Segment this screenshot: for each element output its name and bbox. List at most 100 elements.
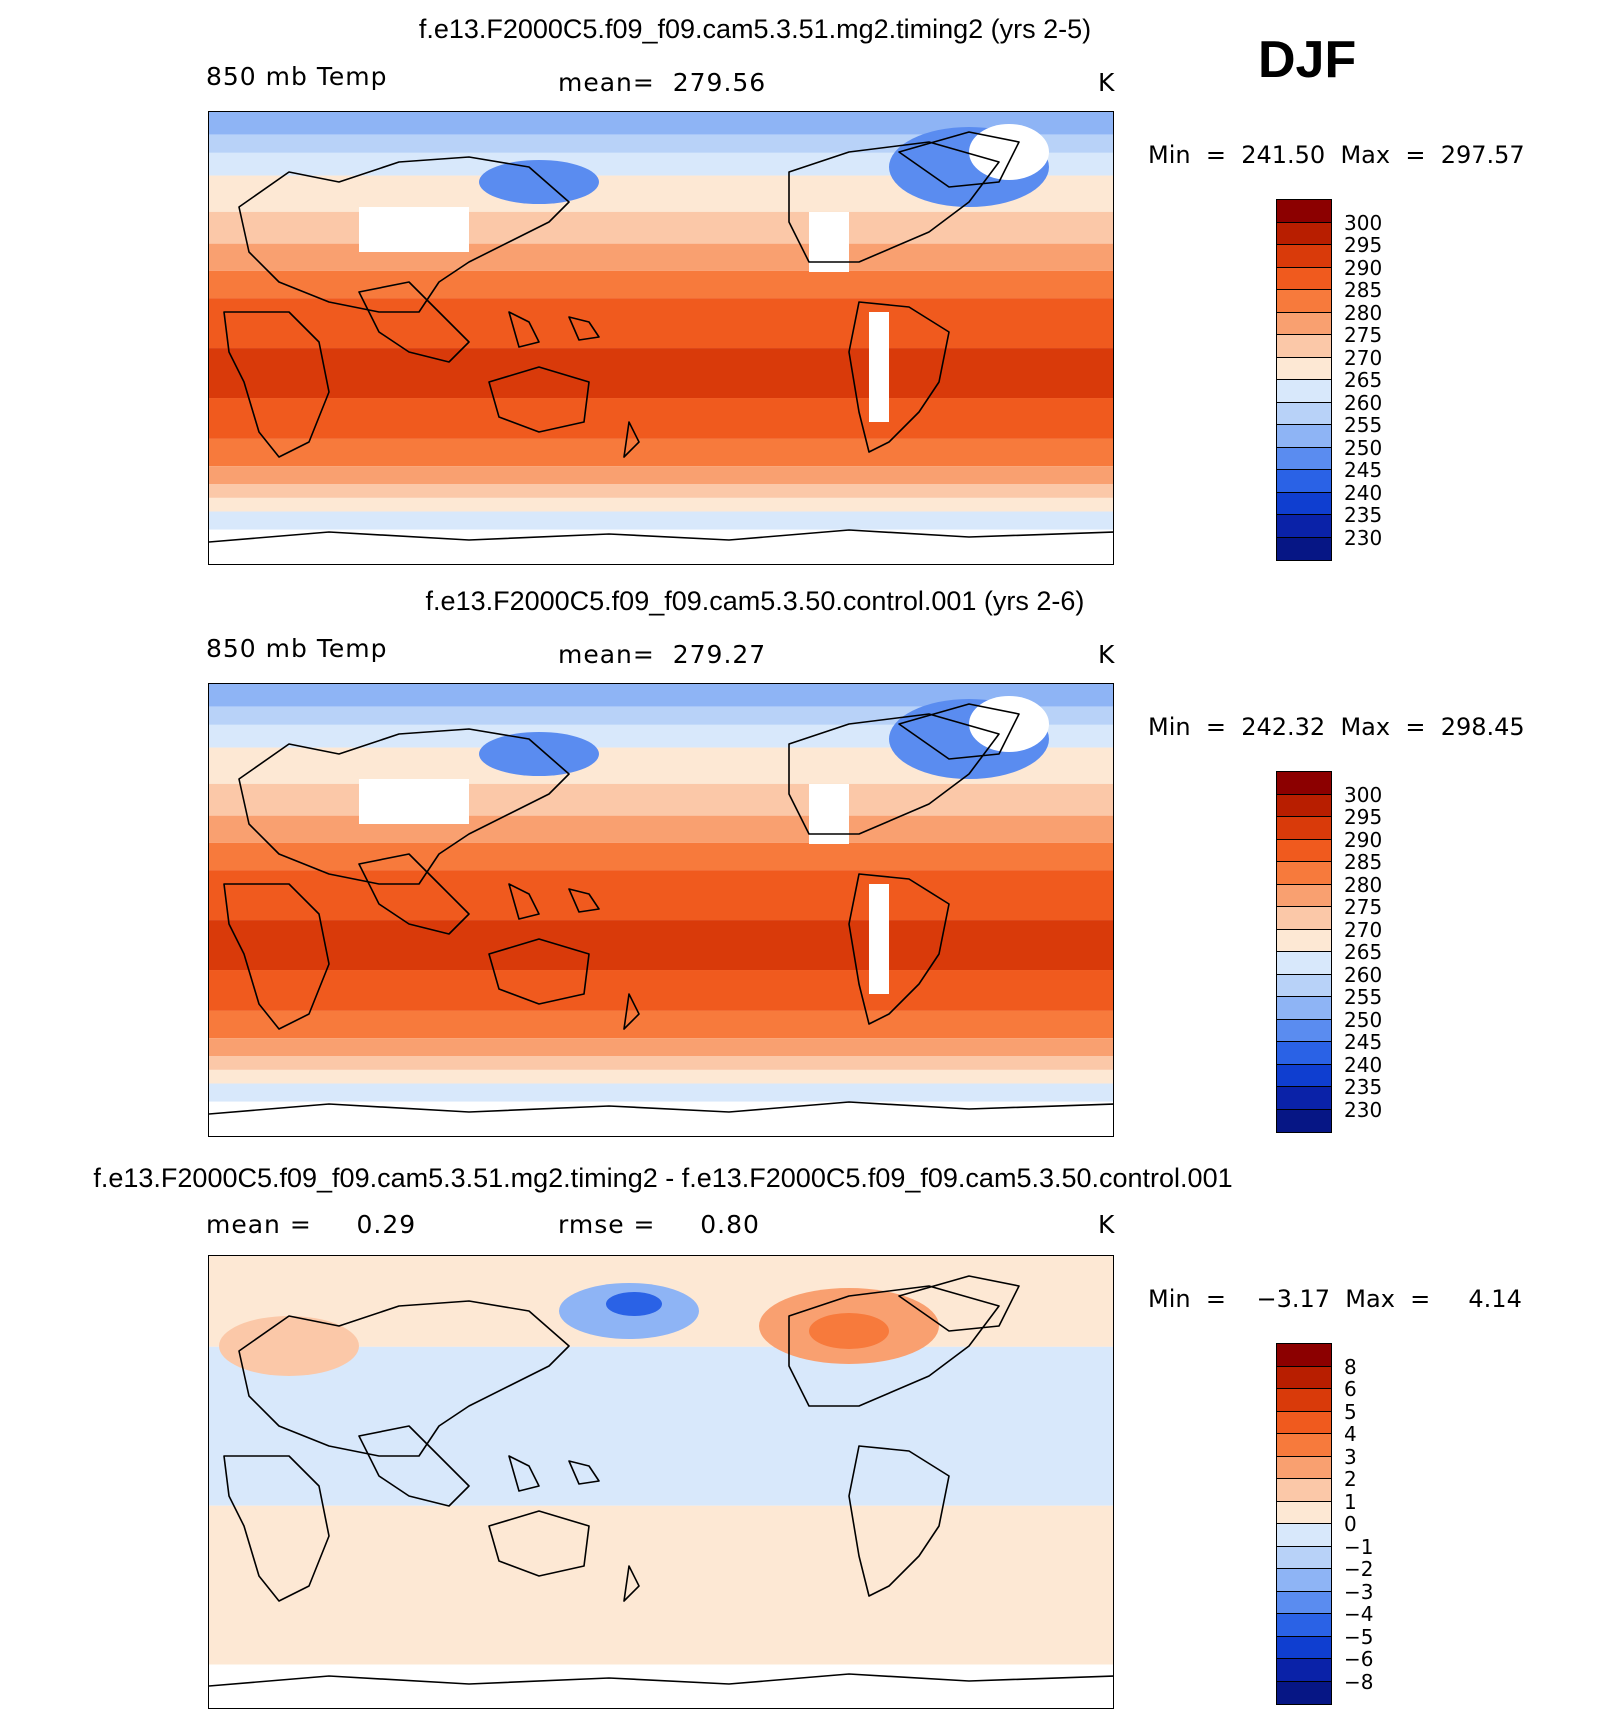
panel-1-map — [208, 111, 1114, 565]
colorbar-label: 275 — [1344, 323, 1383, 347]
panel-3-rmse-label: rmse = 0.80 — [558, 1210, 760, 1239]
map-band — [209, 484, 1113, 498]
colorbar-swatch — [1277, 1659, 1331, 1682]
map-band — [209, 684, 1113, 707]
map-coastline — [223, 883, 330, 1030]
panel-2-map — [208, 683, 1114, 1137]
colorbar-swatch — [1277, 952, 1331, 975]
map-coastline — [788, 141, 1000, 263]
map-coastline — [788, 1285, 1000, 1407]
map-band — [209, 870, 1113, 921]
map-band — [209, 706, 1113, 725]
colorbar-swatch — [1277, 772, 1331, 795]
colorbar-swatch — [1277, 515, 1331, 538]
colorbar-swatch — [1277, 1344, 1331, 1367]
colorbar-swatch — [1277, 1569, 1331, 1592]
map-masked-region — [809, 784, 849, 844]
colorbar-label: 230 — [1344, 525, 1383, 550]
map-coastline — [508, 883, 540, 920]
map-coastline — [898, 131, 1020, 188]
colorbar-swatch — [1277, 357, 1331, 380]
colorbar-swatch — [1277, 862, 1331, 885]
colorbar-swatch — [1277, 290, 1331, 313]
map-coastline — [488, 938, 590, 1005]
colorbar-label: 5 — [1344, 1399, 1357, 1424]
colorbar-swatch — [1277, 839, 1331, 862]
map-band — [209, 1056, 1113, 1070]
panel-3-map-svg — [209, 1256, 1113, 1708]
map-band — [209, 529, 1113, 564]
colorbar-swatch — [1277, 470, 1331, 493]
colorbar-label: 8 — [1344, 1354, 1357, 1379]
map-coastline — [623, 993, 640, 1030]
colorbar-swatch — [1277, 1389, 1331, 1412]
colorbar-label: 235 — [1344, 1075, 1383, 1099]
map-masked-region — [969, 124, 1049, 180]
colorbar-label: 260 — [1344, 390, 1383, 415]
colorbar-label: 280 — [1344, 300, 1383, 325]
panel-3-title: f.e13.F2000C5.f09_f09.cam5.3.51.mg2.timi… — [93, 1163, 1233, 1193]
colorbar-label: 4 — [1344, 1422, 1357, 1446]
map-band — [209, 1038, 1113, 1057]
map-band — [209, 211, 1113, 244]
colorbar-label: 255 — [1344, 985, 1383, 1009]
colorbar-label: −6 — [1344, 1647, 1374, 1671]
map-band — [209, 1664, 1113, 1708]
colorbar-swatch — [1277, 1636, 1331, 1659]
map-coastline — [223, 1455, 330, 1602]
map-band — [209, 1069, 1113, 1084]
map-band — [209, 398, 1113, 439]
colorbar-label: 285 — [1344, 278, 1383, 302]
panel-1-min-max: Min = 241.50 Max = 297.57 — [1148, 141, 1525, 169]
colorbar-swatch — [1277, 447, 1331, 470]
colorbar-swatch — [1277, 794, 1331, 817]
map-band — [209, 298, 1113, 349]
colorbar-box — [1276, 1343, 1332, 1705]
map-cold-region — [479, 160, 599, 204]
colorbar-label: −2 — [1344, 1557, 1374, 1581]
colorbar-swatch — [1277, 425, 1331, 448]
colorbar-swatch — [1277, 1546, 1331, 1569]
map-masked-region — [869, 312, 889, 422]
colorbar-label: 250 — [1344, 1007, 1383, 1032]
colorbar-swatch — [1277, 817, 1331, 840]
panel-3-map — [208, 1255, 1114, 1709]
map-band — [209, 438, 1113, 467]
colorbar-label: 1 — [1344, 1489, 1357, 1514]
map-coastline — [848, 301, 950, 453]
colorbar-swatch — [1277, 312, 1331, 335]
map-coastline — [238, 156, 570, 313]
colorbar-label: 270 — [1344, 917, 1383, 942]
panel-1-title: f.e13.F2000C5.f09_f09.cam5.3.51.mg2.timi… — [418, 14, 1092, 44]
map-coastline — [623, 1565, 640, 1602]
colorbar-swatch — [1277, 1479, 1331, 1502]
map-coastline — [238, 728, 570, 885]
map-anomaly — [606, 1292, 662, 1316]
colorbar-swatch — [1277, 1614, 1331, 1637]
map-anomaly — [219, 1316, 359, 1376]
panel-1-units: K — [1098, 68, 1116, 97]
panel-2-mean-label: mean= 279.27 — [558, 640, 767, 669]
map-band — [209, 1083, 1113, 1102]
map-band — [209, 134, 1113, 153]
colorbar-label: 240 — [1344, 1052, 1383, 1077]
map-band — [209, 1505, 1113, 1665]
map-coastline — [223, 311, 330, 458]
map-band — [209, 970, 1113, 1011]
panel-1-variable-label: 850 mb Temp — [206, 62, 388, 91]
colorbar-swatch — [1277, 1411, 1331, 1434]
map-masked-region — [359, 779, 469, 824]
map-cold-region — [479, 732, 599, 776]
colorbar-label: −1 — [1344, 1534, 1374, 1559]
colorbar-label: −3 — [1344, 1579, 1374, 1604]
colorbar-label: −4 — [1344, 1602, 1374, 1626]
colorbar-label: 230 — [1344, 1097, 1383, 1122]
colorbar-label: 280 — [1344, 872, 1383, 897]
colorbar-swatch — [1277, 1501, 1331, 1524]
map-masked-region — [869, 884, 889, 994]
map-coastline — [848, 873, 950, 1025]
colorbar-swatch — [1277, 402, 1331, 425]
panel-3-mean-label: mean = 0.29 — [206, 1210, 417, 1239]
colorbar-label: 240 — [1344, 480, 1383, 505]
map-coastline — [508, 311, 540, 348]
